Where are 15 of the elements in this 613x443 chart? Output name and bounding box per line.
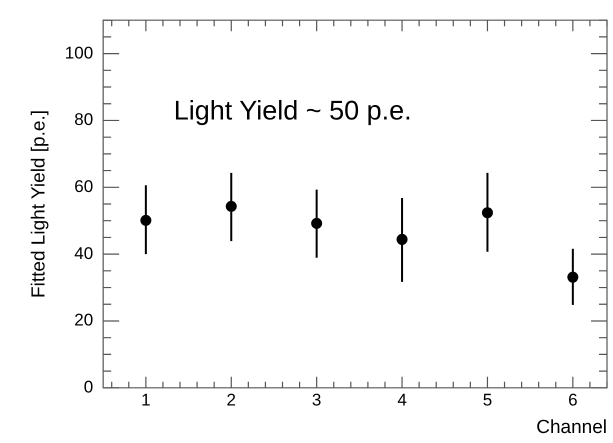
y-tick-label: 0: [84, 377, 94, 396]
x-tick-label: 4: [397, 390, 407, 410]
x-tick-label: 3: [312, 390, 322, 410]
x-tick-label: 2: [226, 390, 236, 410]
x-tick-label: 5: [482, 390, 492, 410]
y-tick-label: 100: [64, 43, 94, 62]
x-tick-label: 6: [568, 390, 578, 410]
y-tick-label: 80: [74, 110, 94, 130]
x-axis-title: Channel: [536, 416, 607, 438]
annotation: Light Yield ~ 50 p.e.: [174, 96, 412, 126]
x-tick-label: 1: [141, 390, 151, 410]
y-axis-title: Fitted Light Yield [p.e.]: [28, 110, 50, 298]
y-tick-label: 40: [74, 244, 94, 263]
y-tick-label: 20: [74, 310, 94, 330]
y-tick-label: 60: [74, 176, 94, 196]
